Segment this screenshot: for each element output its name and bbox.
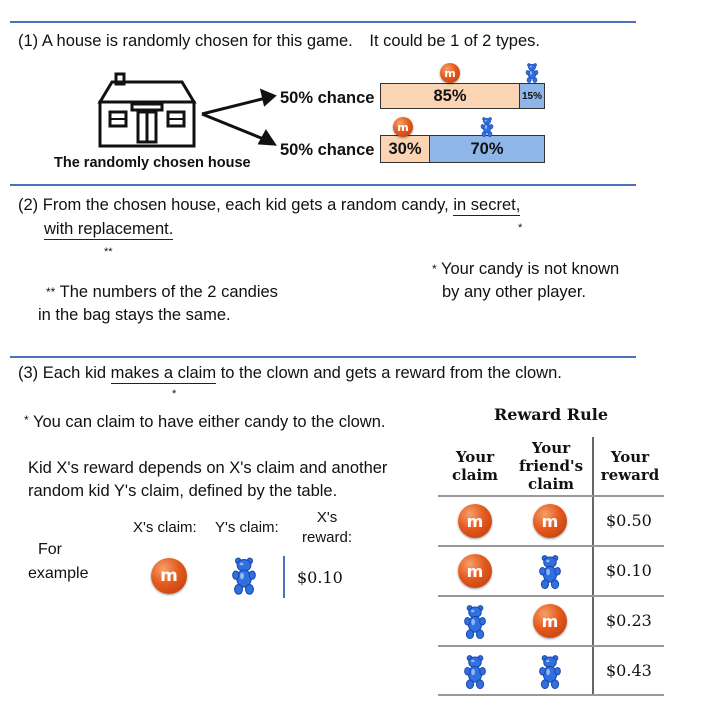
mm-candy-icon: m: [533, 504, 567, 538]
gummy-bear-icon: [539, 554, 561, 590]
star-mark: *: [518, 222, 523, 234]
row2-bear-segment: 70%: [430, 136, 544, 162]
section1-heading: (1) A house is randomly chosen for this …: [18, 32, 540, 51]
divider-3: [10, 356, 636, 358]
makes-a-claim-text: makes a claim: [110, 364, 217, 384]
claim-note: * You can claim to have either candy to …: [24, 413, 386, 431]
table-reward-cell: $0.23: [606, 611, 652, 630]
section2-text: (2) From the chosen house, each kid gets…: [18, 196, 449, 214]
with-replacement-text: with replacement.: [44, 220, 174, 240]
double-star-note: ** The numbers of the 2 candies in the b…: [38, 283, 278, 324]
example-label: For example: [28, 541, 89, 582]
gummy-bear-icon: [464, 654, 486, 690]
gummy-bear-icon: [525, 63, 539, 83]
arrows: [201, 88, 277, 146]
row1-bar: 85% 15%: [380, 83, 545, 109]
gummy-bear-icon: [464, 604, 486, 640]
row2-mm-pct: 30%: [388, 139, 422, 158]
section1-text-b: It could be 1 of 2 types.: [369, 32, 540, 50]
table-vline: [592, 437, 594, 695]
table-hline: [438, 495, 664, 497]
section2-line2: with replacement.: [44, 220, 174, 240]
table-hline: [438, 645, 664, 647]
row1-mm-pct: 85%: [433, 86, 467, 105]
row2-chance: 50% chance: [280, 141, 375, 159]
header-your-claim: Your claim: [451, 448, 499, 484]
house-label: The randomly chosen house: [54, 155, 251, 171]
section1-text-a: (1) A house is randomly chosen for this …: [18, 32, 353, 50]
example-divider: [283, 556, 285, 598]
mm-candy-icon: m: [151, 558, 187, 594]
table-title: Reward Rule: [494, 405, 608, 424]
row1-chance: 50% chance: [280, 89, 375, 107]
row1-bear-pct: 15%: [521, 90, 542, 102]
row2-bar: 30% 70%: [380, 135, 545, 163]
table-reward-cell: $0.43: [606, 661, 652, 680]
row1-bear-segment: 15%: [520, 84, 544, 108]
table-hline: [438, 694, 664, 696]
gummy-bear-icon: [232, 557, 256, 596]
divider-2: [10, 184, 636, 186]
mm-candy-icon: m: [393, 117, 413, 137]
table-hline: [438, 545, 664, 547]
mm-candy-icon: m: [458, 504, 492, 538]
table-reward-cell: $0.50: [606, 511, 652, 530]
in-secret-text: in secret,: [453, 196, 521, 216]
x-reward-label: X's reward:: [302, 509, 353, 546]
header-friend-claim: Your friend's claim: [518, 439, 584, 493]
reward-description: Kid X's reward depends on X's claim and …: [28, 459, 388, 500]
row1-mm-segment: 85%: [381, 84, 520, 108]
x-claim-label: X's claim:: [133, 519, 197, 536]
section3-line: (3) Each kid makes a claim to the clown …: [18, 364, 562, 384]
mm-candy-icon: m: [533, 604, 567, 638]
divider-top: [10, 21, 636, 23]
y-claim-label: Y's claim:: [215, 519, 279, 536]
row2-mm-segment: 30%: [381, 136, 430, 162]
gummy-bear-icon: [480, 117, 494, 137]
house-icon: [97, 72, 197, 148]
example-reward: $0.10: [297, 568, 343, 587]
table-hline: [438, 595, 664, 597]
section2-line1: (2) From the chosen house, each kid gets…: [18, 196, 521, 216]
star-note: * Your candy is not known by any other p…: [432, 260, 620, 301]
star-mark: *: [172, 388, 177, 400]
mm-candy-icon: m: [440, 63, 460, 83]
mm-candy-icon: m: [458, 554, 492, 588]
header-your-reward: Your reward: [600, 448, 660, 484]
table-reward-cell: $0.10: [606, 561, 652, 580]
double-star-mark: **: [104, 246, 113, 258]
gummy-bear-icon: [539, 654, 561, 690]
row2-bear-pct: 70%: [470, 139, 504, 158]
